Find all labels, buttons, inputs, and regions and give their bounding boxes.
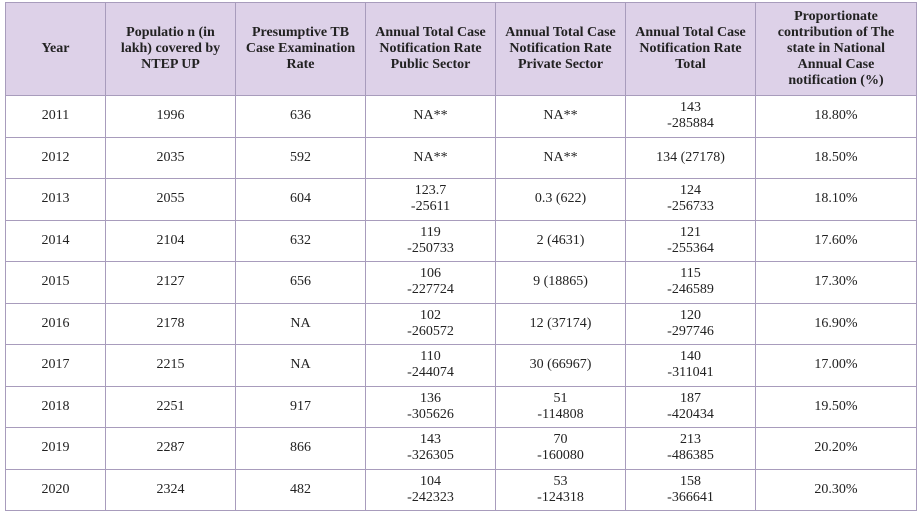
table-cell: 2017 [5,344,106,387]
table-cell: 119 -250733 [365,219,496,262]
table-cell: 187 -420434 [625,385,756,428]
header-cell: Presumptive TB Case Examination Rate [235,2,366,96]
table-cell: 2013 [5,178,106,221]
table-cell: 51 -114808 [495,385,626,428]
table-cell: 2016 [5,302,106,345]
table-cell: 18.80% [755,95,917,138]
table-cell: 123.7 -25611 [365,178,496,221]
table-cell: 20.20% [755,427,917,470]
table-row: 2011 1996 636 NA** NA** 143 -285884 18.80% [5,95,917,138]
table-cell: 2012 [5,136,106,179]
table-cell: 121 -255364 [625,219,756,262]
table-cell: 110 -244074 [365,344,496,387]
table-cell: NA** [495,95,626,138]
header-cell: Annual Total Case Notification Rate Priv… [495,2,626,96]
table-cell: 2018 [5,385,106,428]
table-cell: 1996 [105,95,236,138]
table-cell: NA** [365,95,496,138]
header-cell: Proportionate contribution of The state … [755,2,917,96]
table-cell: 53 -124318 [495,468,626,511]
table-cell: 2127 [105,261,236,304]
table-cell: 30 (66967) [495,344,626,387]
table-cell: 17.30% [755,261,917,304]
table-cell: 124 -256733 [625,178,756,221]
table-cell: 136 -305626 [365,385,496,428]
table-cell: NA [235,302,366,345]
table-cell: 104 -242323 [365,468,496,511]
table-cell: 2020 [5,468,106,511]
table-cell: 636 [235,95,366,138]
table-cell: 20.30% [755,468,917,511]
table-cell: 115 -246589 [625,261,756,304]
table-cell: 2104 [105,219,236,262]
table-cell: NA [235,344,366,387]
table-cell: 213 -486385 [625,427,756,470]
table-cell: 120 -297746 [625,302,756,345]
table-cell: 16.90% [755,302,917,345]
table-cell: 18.10% [755,178,917,221]
table-row: 2019 2287 866 143 -326305 70 -160080 213 -486… [5,427,917,470]
header-cell: Populatio n (in lakh) covered by NTEP UP [105,2,236,96]
header-cell: Annual Total Case Notification Rate Tota… [625,2,756,96]
table-row: 2013 2055 604 123.7 -25611 0.3 (622) 124 -256… [5,178,917,221]
data-table: Year Populatio n (in lakh) covered by NTE… [5,2,917,511]
table-cell: 2015 [5,261,106,304]
table-cell: 482 [235,468,366,511]
table-cell: 140 -311041 [625,344,756,387]
table-cell: 143 -285884 [625,95,756,138]
table-row: 2014 2104 632 119 -250733 2 (4631) 121 -25536… [5,219,917,262]
table-cell: 917 [235,385,366,428]
table-row: 2015 2127 656 106 -227724 9 (18865) 115 -2465… [5,261,917,304]
table-cell: 2055 [105,178,236,221]
table-cell: 2035 [105,136,236,179]
table-cell: 158 -366641 [625,468,756,511]
table-header: Year Populatio n (in lakh) covered by NTE… [5,2,917,96]
table-cell: 2014 [5,219,106,262]
table-row: 2016 2178 NA 102 -260572 12 (37174) 120 -2977… [5,302,917,345]
table-row: 2017 2215 NA 110 -244074 30 (66967) 140 -3110… [5,344,917,387]
table-cell: 106 -227724 [365,261,496,304]
table-cell: 17.00% [755,344,917,387]
table-cell: 2 (4631) [495,219,626,262]
table-cell: 9 (18865) [495,261,626,304]
table-cell: 70 -160080 [495,427,626,470]
table-cell: NA** [495,136,626,179]
table-cell: 2287 [105,427,236,470]
table-cell: 656 [235,261,366,304]
table-cell: 0.3 (622) [495,178,626,221]
header-cell: Year [5,2,106,96]
table-cell: 604 [235,178,366,221]
table-cell: 17.60% [755,219,917,262]
table-cell: 19.50% [755,385,917,428]
table-cell: 592 [235,136,366,179]
table-cell: 2324 [105,468,236,511]
table-cell: 2019 [5,427,106,470]
header-row: Year Populatio n (in lakh) covered by NTE… [5,2,917,96]
table-row: 2020 2324 482 104 -242323 53 -124318 158 -366… [5,468,917,511]
table-cell: 2251 [105,385,236,428]
header-cell: Annual Total Case Notification Rate Publ… [365,2,496,96]
table-cell: 2215 [105,344,236,387]
table-cell: 2011 [5,95,106,138]
table-body: 2011 1996 636 NA** NA** 143 -285884 18.80% 2012… [5,95,917,511]
table-cell: 2178 [105,302,236,345]
table-row: 2018 2251 917 136 -305626 51 -114808 187 -420… [5,385,917,428]
table-cell: 12 (37174) [495,302,626,345]
table-cell: 134 (27178) [625,136,756,179]
table-cell: 866 [235,427,366,470]
table-cell: 143 -326305 [365,427,496,470]
table-cell: 102 -260572 [365,302,496,345]
table-row: 2012 2035 592 NA** NA** 134 (27178) 18.50% [5,136,917,179]
table-cell: 18.50% [755,136,917,179]
table-cell: NA** [365,136,496,179]
table-cell: 632 [235,219,366,262]
